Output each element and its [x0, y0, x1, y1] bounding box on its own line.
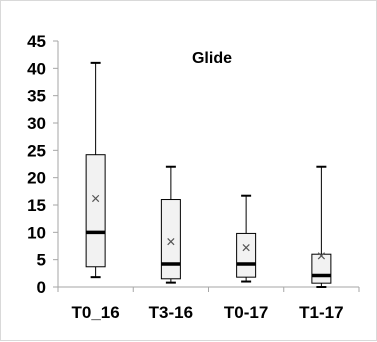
- x-tick-label: T0_16: [72, 303, 120, 322]
- y-tick-label: 5: [37, 251, 46, 270]
- axes: 0 5 10 15 20 25 30 35 40 45 T0_16 T3-16 T0-17 T1-17: [27, 32, 360, 322]
- y-tick-label: 15: [27, 196, 46, 215]
- x-tick-label: T3-16: [149, 303, 193, 322]
- mean-marker: [92, 194, 100, 203]
- boxes: [85, 61, 332, 288]
- chart-title: Glide: [192, 50, 232, 67]
- mean-marker: [317, 252, 325, 260]
- mean-marker: [167, 238, 175, 246]
- y-tick-label: 0: [37, 278, 46, 297]
- y-tick-label: 45: [27, 32, 46, 51]
- x-tick-label: T0-17: [224, 303, 268, 322]
- iqr-box: [160, 199, 181, 280]
- y-tick-label: 40: [27, 59, 46, 78]
- box-T3-16: [160, 165, 181, 284]
- box-T0-17: [236, 194, 257, 283]
- y-tick-label: 10: [27, 223, 46, 242]
- y-tick-label: 30: [27, 114, 46, 133]
- box-T1-17: [311, 165, 332, 288]
- y-tick-label: 20: [27, 169, 46, 188]
- y-tick-label: 35: [27, 87, 46, 106]
- box-T0_16: [85, 61, 106, 279]
- mean-marker: [242, 244, 250, 252]
- iqr-box: [85, 154, 106, 268]
- iqr-box: [311, 253, 332, 284]
- iqr-box: [236, 232, 257, 278]
- y-tick-label: 25: [27, 141, 46, 160]
- x-tick-label: T1-17: [299, 303, 343, 322]
